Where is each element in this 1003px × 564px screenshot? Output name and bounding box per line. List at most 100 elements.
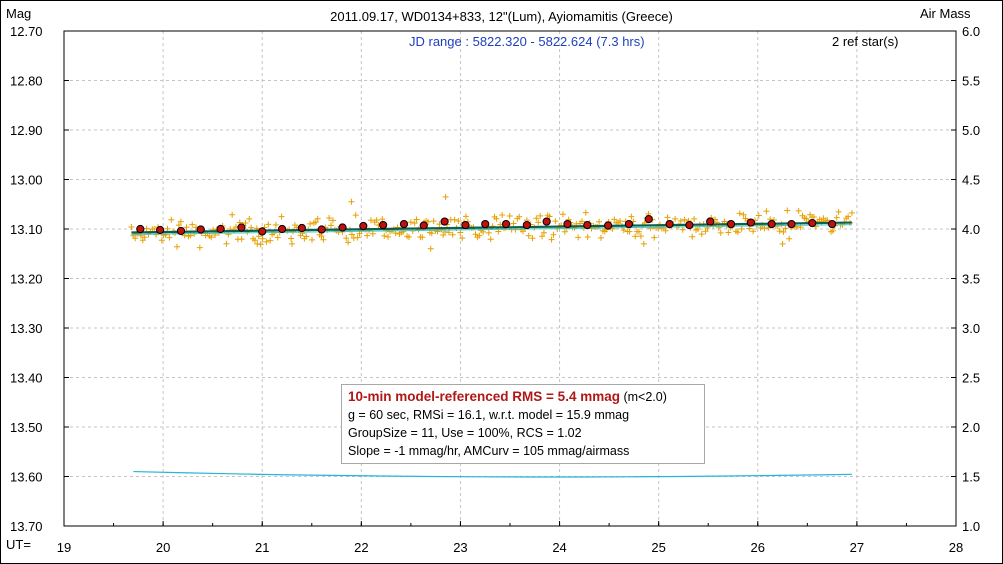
measurement-point <box>584 234 591 241</box>
measurement-point <box>385 233 392 240</box>
x-tick-label: 20 <box>156 540 170 555</box>
measurement-point <box>246 215 253 222</box>
measurement-point <box>434 228 441 235</box>
x-axis-label: UT= <box>6 537 31 552</box>
measurement-point <box>539 233 546 240</box>
group-average-point <box>501 219 511 229</box>
stats-line-2: g = 60 sec, RMSi = 16.1, w.r.t. model = … <box>348 408 630 422</box>
group-average-point <box>624 219 634 229</box>
x-tick-label: 28 <box>949 540 963 555</box>
measurement-point <box>845 213 852 220</box>
y-tick-label-right: 4.5 <box>962 173 980 188</box>
measurement-point <box>328 222 335 229</box>
measurement-point <box>455 218 462 225</box>
measurement-point <box>525 232 532 239</box>
y-tick-label-right: 2.5 <box>962 371 980 386</box>
group-average-point <box>808 218 817 228</box>
measurement-point <box>559 211 566 218</box>
measurement-point <box>208 234 215 241</box>
group-average-point <box>665 219 674 229</box>
y-tick-label-right: 1.5 <box>962 470 980 485</box>
plot-area-border <box>63 30 957 527</box>
group-average-point <box>176 226 186 236</box>
stats-rms-condition: (m<2.0) <box>619 390 667 404</box>
measurement-point <box>506 213 513 220</box>
measurement-point <box>672 215 679 222</box>
measurement-point <box>510 220 517 227</box>
group-average-point <box>563 219 572 229</box>
x-tick-label: 19 <box>57 540 71 555</box>
y-tick-label-left: 13.10 <box>10 222 43 237</box>
measurement-point <box>364 232 371 239</box>
measurement-point <box>651 234 658 241</box>
measurement-point <box>158 237 165 244</box>
measurement-point <box>637 233 644 240</box>
group-average-point <box>767 219 776 229</box>
measurement-point <box>803 215 810 222</box>
x-tick-label: 24 <box>552 540 566 555</box>
measurement-point <box>529 235 536 242</box>
measurement-point <box>254 240 261 247</box>
measurement-point <box>575 234 582 241</box>
measurement-point <box>257 241 264 248</box>
measurement-point <box>681 216 688 223</box>
measurement-point <box>779 240 786 247</box>
y-tick-label-left: 12.80 <box>10 74 43 89</box>
measurement-point <box>493 215 500 222</box>
y-tick-label-left: 13.50 <box>10 420 43 435</box>
stats-rms: 10-min model-referenced RMS = 5.4 mmag <box>348 389 620 404</box>
measurement-point <box>419 234 426 241</box>
y-tick-label-left: 13.70 <box>10 519 43 534</box>
measurement-point <box>597 234 604 241</box>
measurement-point <box>540 229 547 236</box>
measurement-point <box>715 224 722 231</box>
measurement-point <box>628 213 635 220</box>
group-average-point <box>644 215 653 224</box>
measurement-point <box>784 207 791 214</box>
measurement-point <box>343 235 350 242</box>
measurement-point <box>348 198 355 205</box>
measurement-point <box>550 231 557 238</box>
measurement-point <box>485 229 492 236</box>
y-tick-label-right: 3.0 <box>962 321 980 336</box>
measurement-point <box>725 229 732 236</box>
measurement-point <box>537 212 544 219</box>
measurement-point <box>164 225 171 232</box>
measurement-point <box>761 225 768 232</box>
measurement-point <box>427 245 434 252</box>
measurement-point <box>411 220 418 227</box>
group-average-point <box>706 217 715 226</box>
measurement-point <box>174 243 181 250</box>
measurement-point <box>242 220 249 227</box>
measurement-point <box>248 224 255 231</box>
measurement-point <box>352 212 359 219</box>
y-tick-label-right: 5.0 <box>962 123 980 138</box>
x-tick-label: 27 <box>850 540 864 555</box>
measurement-point <box>436 221 443 228</box>
x-tick-label: 25 <box>651 540 665 555</box>
measurement-point <box>309 236 316 243</box>
measurement-point <box>369 230 376 237</box>
measurement-point <box>755 212 762 219</box>
group-average-point <box>726 219 736 229</box>
measurement-point <box>829 227 836 234</box>
stats-line-4: Slope = -1 mmag/hr, AMCurv = 105 mmag/ai… <box>348 444 630 458</box>
measurement-point <box>229 211 236 218</box>
x-tick-label: 22 <box>354 540 368 555</box>
measurement-point <box>348 231 355 238</box>
measurement-point <box>552 218 559 225</box>
group-average-point <box>277 224 287 234</box>
measurement-point <box>288 240 295 247</box>
measurement-point <box>318 233 325 240</box>
group-average-point <box>542 217 551 226</box>
measurement-point <box>786 235 793 242</box>
measurement-point <box>611 216 618 223</box>
group-average-points <box>136 215 837 236</box>
x-tick-label: 23 <box>453 540 467 555</box>
measurement-point <box>440 231 447 238</box>
measurement-point <box>265 221 272 228</box>
measurement-point <box>561 228 568 235</box>
y-tick-label-right: 3.5 <box>962 272 980 287</box>
x-tick-label: 26 <box>751 540 765 555</box>
measurement-point <box>546 213 553 220</box>
